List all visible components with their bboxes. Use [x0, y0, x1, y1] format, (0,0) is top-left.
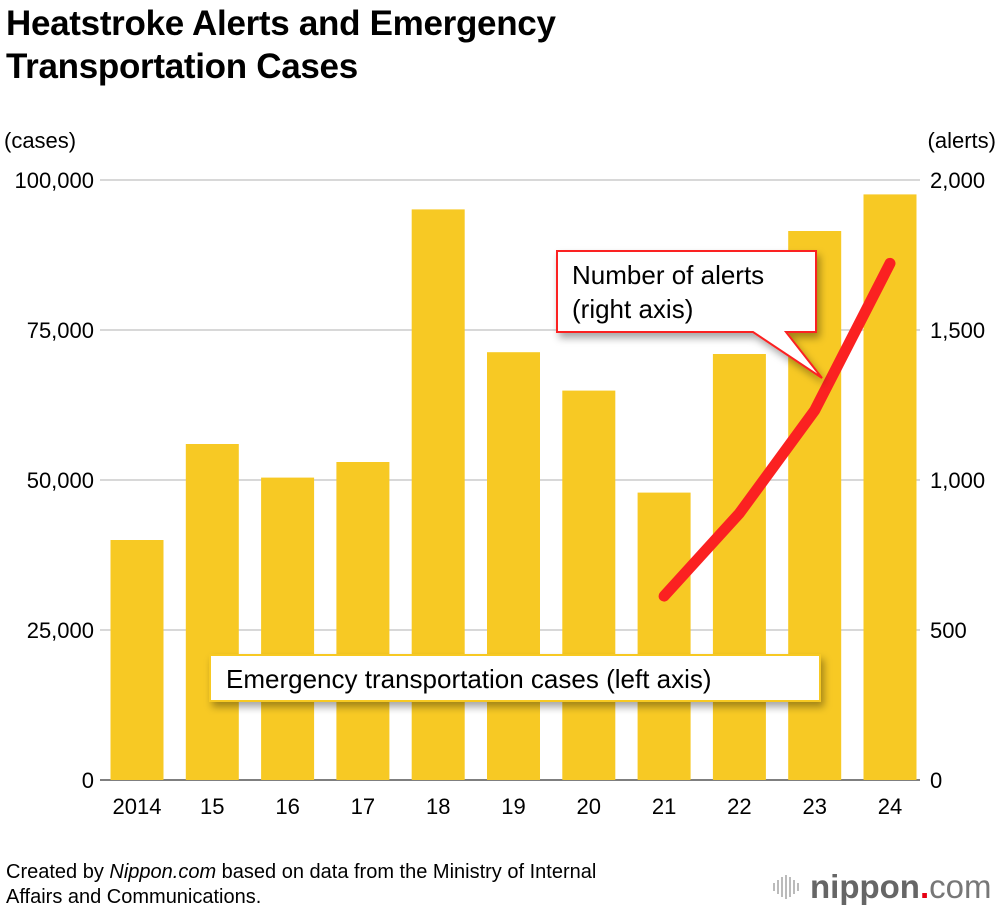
right-tick-label: 1,500	[930, 318, 985, 343]
x-tick-label: 21	[652, 794, 676, 819]
left-tick-label: 100,000	[14, 168, 94, 193]
x-tick-label: 24	[878, 794, 902, 819]
right-tick-label: 2,000	[930, 168, 985, 193]
title-line-2: Transportation Cases	[6, 47, 358, 86]
x-tick-label: 2014	[113, 794, 162, 819]
bar	[712, 354, 766, 780]
bars-legend-label: Emergency transportation cases (left axi…	[226, 664, 712, 694]
source-prefix: Created by	[6, 861, 110, 883]
bar	[562, 390, 616, 780]
callout-box	[556, 250, 823, 379]
bar	[185, 444, 239, 780]
x-tick-label: 22	[727, 794, 751, 819]
right-tick-label: 1,000	[930, 468, 985, 493]
x-tick-label: 15	[200, 794, 224, 819]
line-legend-callout	[556, 250, 823, 379]
alerts-line	[658, 257, 896, 602]
logo-tld: com	[929, 868, 992, 905]
left-tick-label: 75,000	[27, 318, 94, 343]
right-tick-label: 500	[930, 618, 967, 643]
bar	[261, 477, 315, 780]
left-tick-label: 25,000	[27, 618, 94, 643]
left-axis-unit: (cases)	[4, 128, 76, 153]
chart-title: Heatstroke Alerts and Emergency Transport…	[6, 2, 556, 88]
sound-wave-icon	[773, 875, 799, 899]
source-note: Created by Nippon.com based on data from…	[6, 860, 596, 910]
source-name: Nippon.com	[109, 861, 217, 883]
x-tick-label: 18	[426, 794, 450, 819]
callout-box	[209, 654, 821, 702]
x-tick-label: 23	[802, 794, 826, 819]
bars-legend-callout	[209, 654, 821, 702]
right-tick-label: 0	[930, 768, 942, 793]
left-tick-label: 50,000	[27, 468, 94, 493]
bar	[487, 352, 540, 780]
x-tick-label: 16	[275, 794, 299, 819]
bar	[637, 492, 691, 780]
logo-dot: .	[919, 868, 930, 905]
x-tick-label: 19	[501, 794, 525, 819]
nippon-logo: nippon. com	[772, 868, 991, 906]
source-line-2: Affairs and Communications.	[6, 886, 262, 908]
source-suffix: based on data from the Ministry of Inter…	[216, 861, 597, 883]
x-tick-label: 17	[351, 794, 375, 819]
title-line-1: Heatstroke Alerts and Emergency	[6, 4, 556, 43]
bar	[863, 194, 917, 780]
bar	[110, 540, 164, 780]
left-tick-label: 0	[82, 768, 94, 793]
line-legend-label-1: Number of alerts	[572, 260, 764, 290]
logo-name: nippon	[810, 868, 920, 905]
right-axis-unit: (alerts)	[928, 128, 996, 153]
line-legend-label-2: (right axis)	[572, 294, 693, 324]
bar	[336, 462, 390, 780]
x-tick-label: 20	[577, 794, 601, 819]
